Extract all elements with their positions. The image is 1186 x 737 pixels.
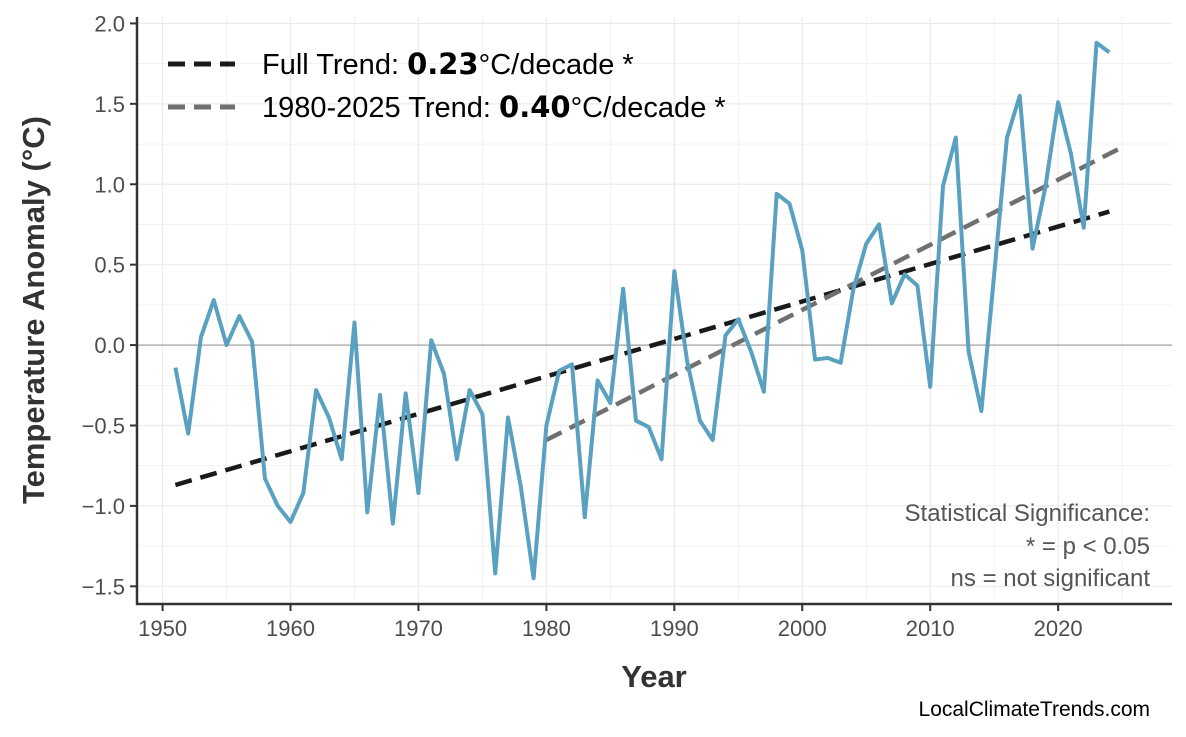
gridlines [137,17,1172,604]
y-tick-label: 1.0 [94,172,125,197]
x-tick-label: 1960 [266,616,315,641]
y-tick-label: 2.0 [94,11,125,36]
x-axis-ticks: 1950 1960 1970 1980 1990 2000 2010 2020 [138,604,1083,641]
y-tick-label: −1.5 [82,574,125,599]
x-tick-label: 1980 [522,616,571,641]
legend-label-recent-trend: 1980-2025 Trend: 0.40°C/decade * [262,90,726,124]
x-tick-label: 1990 [650,616,699,641]
note-line: Statistical Significance: [905,500,1150,527]
x-tick-label: 2000 [778,616,827,641]
trend-lines [174,145,1124,488]
x-tick-label: 2020 [1034,616,1083,641]
y-tick-label: −1.0 [82,494,125,519]
temperature-series-line [173,40,1111,581]
legend-label-full-trend: Full Trend: 0.23°C/decade * [262,47,634,81]
full-trend-line [174,209,1110,488]
note-line: * = p < 0.05 [1026,533,1150,560]
x-axis-title: Year [621,659,687,694]
x-tick-label: 1950 [138,616,187,641]
axes [135,17,1172,606]
y-axis-ticks: −1.5 −1.0 −0.5 0.0 0.5 1.0 1.5 2.0 [82,11,137,599]
x-tick-label: 2010 [906,616,955,641]
y-axis-title: Temperature Anomaly (°C) [16,116,51,504]
significance-note: Statistical Significance: * = p < 0.05 n… [905,500,1151,592]
y-tick-label: 0.0 [94,333,125,358]
y-tick-label: −0.5 [82,413,125,438]
note-line: ns = not significant [951,565,1151,592]
x-tick-label: 1970 [394,616,443,641]
y-tick-label: 0.5 [94,253,125,278]
recent-trend-line [545,145,1124,442]
y-tick-label: 1.5 [94,92,125,117]
watermark: LocalClimateTrends.com [919,698,1150,721]
legend: Full Trend: 0.23°C/decade * 1980-2025 Tr… [168,47,726,124]
